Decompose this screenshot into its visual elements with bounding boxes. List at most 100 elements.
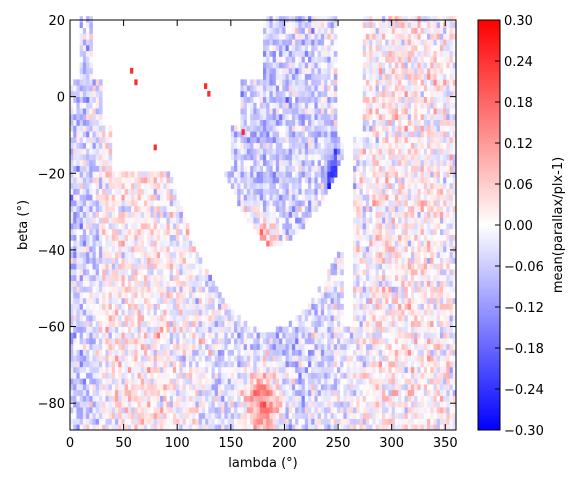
heatmap-cell [266, 211, 270, 218]
heatmap-cell [82, 407, 87, 414]
heatmap-cell [82, 96, 87, 103]
heatmap-cell [185, 378, 190, 385]
heatmap-cell [298, 165, 302, 172]
heatmap-cell [73, 303, 77, 310]
heatmap-cell [102, 234, 106, 241]
heatmap-cell [211, 297, 216, 304]
heatmap-cell [327, 165, 331, 172]
heatmap-cell [372, 171, 376, 178]
heatmap-cell [259, 384, 264, 391]
heatmap-cell [111, 211, 116, 218]
heatmap-cell [89, 44, 93, 52]
heatmap-cell [134, 194, 138, 201]
heatmap-cell [314, 21, 319, 29]
heatmap-cell [324, 280, 328, 287]
heatmap-cell [121, 384, 126, 391]
heatmap-cell [76, 131, 81, 138]
heatmap-cell [372, 90, 376, 98]
heatmap-cell [385, 56, 389, 63]
heatmap-cell [362, 246, 367, 253]
heatmap-cell [298, 211, 302, 218]
heatmap-cell [86, 200, 90, 207]
heatmap-cell [394, 102, 399, 109]
heatmap-cell [336, 349, 341, 356]
heatmap-cell [147, 412, 151, 419]
heatmap-cell [359, 154, 364, 161]
heatmap-cell [359, 343, 364, 350]
heatmap-cell [320, 366, 325, 373]
heatmap-cell [356, 148, 360, 155]
heatmap-cell [388, 424, 393, 431]
heatmap-cell [86, 159, 90, 167]
heatmap-cell [375, 395, 380, 402]
heatmap-cell [82, 418, 87, 425]
heatmap-cell [272, 148, 277, 155]
heatmap-cell [259, 148, 264, 155]
heatmap-cell [375, 21, 380, 29]
heatmap-cell [89, 257, 93, 264]
heatmap-cell [295, 200, 299, 207]
heatmap-cell [70, 326, 74, 333]
heatmap-cell [102, 343, 106, 350]
heatmap-cell [340, 309, 344, 316]
heatmap-cell [150, 355, 155, 362]
heatmap-cell [230, 366, 235, 373]
heatmap-cell [324, 142, 328, 149]
heatmap-cell [76, 246, 81, 253]
heatmap-cell [256, 372, 261, 379]
heatmap-cell [208, 407, 212, 414]
heatmap-cell [172, 315, 177, 322]
heatmap-cell [378, 349, 383, 356]
heatmap-cell [82, 274, 87, 281]
heatmap-cell [160, 228, 164, 235]
heatmap-cell [308, 44, 312, 52]
heatmap-cell [224, 338, 229, 345]
heatmap-cell [208, 332, 212, 339]
heatmap-cell [275, 418, 280, 425]
heatmap-cell [227, 171, 232, 178]
heatmap-cell [256, 361, 261, 368]
heatmap-cell [275, 355, 280, 362]
heatmap-cell [372, 366, 376, 373]
heatmap-cell [70, 286, 74, 293]
heatmap-cell [246, 424, 251, 431]
heatmap-cell [253, 326, 257, 333]
heatmap-cell [92, 263, 97, 270]
heatmap-cell [378, 21, 383, 29]
heatmap-cell [76, 343, 81, 350]
heatmap-cell [156, 338, 161, 345]
heatmap-cell [317, 343, 322, 350]
heatmap-cell [76, 257, 81, 264]
heatmap-cell [201, 384, 206, 391]
heatmap-cell [192, 349, 196, 356]
heatmap-cell [195, 412, 200, 419]
heatmap-cell [143, 188, 148, 195]
heatmap-cell [266, 401, 270, 408]
heatmap-cell [166, 234, 171, 241]
heatmap-cell [147, 177, 151, 184]
heatmap-cell [79, 251, 84, 258]
heatmap-cell [95, 113, 100, 121]
heatmap-cell [369, 142, 373, 149]
heatmap-cell [76, 205, 81, 212]
heatmap-cell [79, 326, 84, 333]
heatmap-cell [330, 148, 335, 155]
heatmap-cell [185, 263, 190, 270]
heatmap-cell [205, 407, 209, 414]
heatmap-cell [134, 326, 138, 333]
heatmap-cell [82, 401, 87, 408]
heatmap-cell [134, 412, 138, 419]
heatmap-cell [353, 240, 357, 247]
heatmap-cell [295, 228, 299, 235]
heatmap-cell [179, 332, 183, 339]
heatmap-cell [356, 142, 360, 149]
heatmap-cell [89, 136, 93, 144]
heatmap-cell [272, 372, 277, 379]
heatmap-cell [211, 332, 216, 339]
heatmap-cell [163, 424, 167, 431]
heatmap-cell [330, 21, 335, 29]
heatmap-cell [378, 67, 383, 75]
heatmap-cell [118, 332, 122, 339]
heatmap-cell [308, 182, 312, 189]
heatmap-cell [76, 211, 81, 218]
